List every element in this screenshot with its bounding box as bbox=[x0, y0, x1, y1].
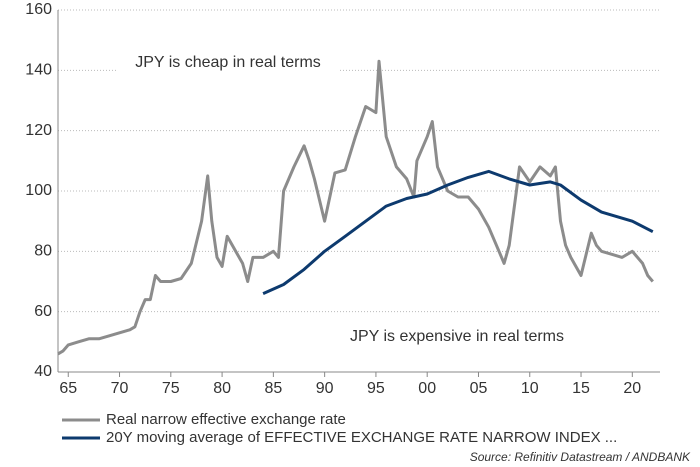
x-tick-label: 95 bbox=[367, 380, 385, 397]
source: Source: Refinitiv Datastream / ANDBANK bbox=[470, 450, 691, 464]
x-tick-label: 90 bbox=[316, 380, 334, 397]
x-tick-label: 85 bbox=[264, 380, 282, 397]
x-tick-label: 75 bbox=[162, 380, 180, 397]
y-tick-label: 40 bbox=[34, 363, 52, 380]
series-line bbox=[262, 169, 654, 295]
x-tick-label: 80 bbox=[213, 380, 231, 397]
x-tick-label: 20 bbox=[623, 380, 641, 397]
y-tick-label: 120 bbox=[25, 122, 52, 139]
series-line bbox=[57, 59, 654, 356]
x-tick-label: 65 bbox=[59, 380, 77, 397]
x-tick-label: 00 bbox=[418, 380, 436, 397]
x-tick-label: 05 bbox=[470, 380, 488, 397]
annotation-bg bbox=[118, 52, 338, 74]
x-tick-label: 70 bbox=[111, 380, 129, 397]
annotation: JPY is cheap in real terms bbox=[135, 54, 321, 71]
y-tick-label: 160 bbox=[25, 1, 52, 18]
x-tick-label: 15 bbox=[572, 380, 590, 397]
annotation: JPY is expensive in real terms bbox=[350, 328, 564, 345]
y-tick-label: 100 bbox=[25, 182, 52, 199]
x-tick-label: 10 bbox=[521, 380, 539, 397]
y-tick-label: 140 bbox=[25, 62, 52, 79]
y-tick-label: 60 bbox=[34, 303, 52, 320]
legend-label: Real narrow effective exchange rate bbox=[106, 411, 346, 428]
y-tick-label: 80 bbox=[34, 243, 52, 260]
legend-label: 20Y moving average of EFFECTIVE EXCHANGE… bbox=[106, 429, 617, 446]
